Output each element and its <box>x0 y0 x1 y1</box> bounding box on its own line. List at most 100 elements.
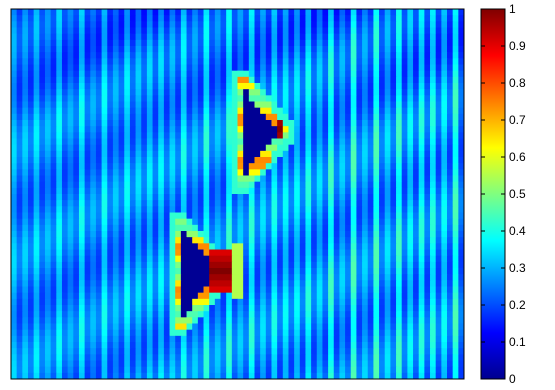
heatmap-cell <box>413 157 420 164</box>
heatmap-cell <box>84 52 91 59</box>
heatmap-cell <box>152 95 159 102</box>
heatmap-cell <box>413 64 420 72</box>
heatmap-cell <box>11 52 18 59</box>
heatmap-cell <box>373 150 380 158</box>
heatmap-cell <box>152 286 159 294</box>
heatmap-cell <box>135 274 142 281</box>
heatmap-cell <box>254 157 261 164</box>
heatmap-cell <box>299 360 306 368</box>
heatmap-cell <box>277 113 284 121</box>
heatmap-cell <box>424 237 431 244</box>
heatmap-cell <box>226 181 233 189</box>
heatmap-cell <box>299 280 306 287</box>
heatmap-cell <box>192 144 199 152</box>
heatmap-cell <box>322 150 329 158</box>
heatmap-cell <box>101 126 108 133</box>
heatmap-cell <box>339 138 346 146</box>
heatmap-cell <box>254 107 261 115</box>
heatmap-cell <box>186 126 193 133</box>
heatmap-cell <box>152 175 159 183</box>
heatmap-cell <box>226 268 233 275</box>
heatmap-cell <box>413 175 420 183</box>
heatmap-cell <box>424 194 431 201</box>
heatmap-cell <box>209 187 216 195</box>
heatmap-cell <box>226 261 233 269</box>
heatmap-cell <box>288 157 295 164</box>
heatmap-cell <box>163 311 170 318</box>
heatmap-cell <box>192 120 199 127</box>
heatmap-cell <box>124 342 131 349</box>
heatmap-cell <box>311 231 318 238</box>
heatmap-cell <box>379 292 386 300</box>
heatmap-cell <box>254 354 261 361</box>
heatmap-cell <box>384 52 391 59</box>
heatmap-cell <box>299 298 306 306</box>
heatmap-cell <box>254 21 261 28</box>
heatmap-cell <box>362 335 369 343</box>
colorbar-tick-label: 0.6 <box>509 150 526 164</box>
heatmap-cell <box>237 243 244 250</box>
heatmap-cell <box>305 89 312 96</box>
heatmap-cell <box>316 354 323 361</box>
heatmap-cell <box>390 83 397 90</box>
heatmap-cell <box>95 52 102 59</box>
heatmap-cell <box>135 372 142 380</box>
heatmap-cell <box>401 83 408 90</box>
heatmap-cell <box>288 126 295 133</box>
heatmap-cell <box>333 150 340 158</box>
heatmap-cell <box>305 9 312 16</box>
heatmap-cell <box>197 15 204 22</box>
heatmap-cell <box>16 52 23 59</box>
heatmap-cell <box>333 372 340 380</box>
heatmap-cell <box>367 27 374 35</box>
heatmap-cell <box>322 255 329 263</box>
heatmap-cell <box>277 317 284 324</box>
heatmap-cell <box>339 21 346 28</box>
heatmap-cell <box>67 311 74 318</box>
heatmap-cell <box>141 107 148 115</box>
heatmap-cell <box>237 249 244 257</box>
heatmap-cell <box>129 237 136 244</box>
heatmap-cell <box>50 268 57 275</box>
heatmap-cell <box>435 261 442 269</box>
heatmap-cell <box>186 144 193 152</box>
heatmap-cell <box>294 212 301 220</box>
heatmap-cell <box>107 237 114 244</box>
heatmap-cell <box>435 58 442 65</box>
heatmap-cell <box>129 243 136 250</box>
heatmap-cell <box>112 169 119 176</box>
heatmap-cell <box>384 249 391 257</box>
heatmap-cell <box>141 286 148 294</box>
heatmap-cell <box>33 274 40 281</box>
heatmap-cell <box>367 224 374 232</box>
heatmap-cell <box>288 175 295 183</box>
heatmap-cell <box>452 83 459 90</box>
heatmap-cell <box>158 27 165 35</box>
heatmap-cell <box>146 64 153 72</box>
heatmap-cell <box>350 95 357 102</box>
heatmap-cell <box>39 33 46 41</box>
heatmap-cell <box>146 70 153 78</box>
heatmap-cell <box>39 237 46 244</box>
heatmap-cell <box>107 268 114 275</box>
heatmap-cell <box>141 329 148 337</box>
heatmap-cell <box>282 83 289 90</box>
heatmap-cell <box>458 194 465 201</box>
heatmap-cell <box>299 212 306 220</box>
heatmap-cell <box>135 21 142 28</box>
heatmap-cell <box>305 200 312 207</box>
heatmap-cell <box>254 372 261 380</box>
heatmap-cell <box>379 200 386 207</box>
heatmap-cell <box>27 274 35 281</box>
heatmap-cell <box>175 101 182 109</box>
heatmap-cell <box>452 212 459 220</box>
heatmap-cell <box>158 305 165 312</box>
heatmap-cell <box>413 181 420 189</box>
heatmap-cell <box>50 348 57 355</box>
heatmap-cell <box>458 101 465 109</box>
heatmap-cell <box>447 150 454 158</box>
heatmap-cell <box>56 372 63 380</box>
heatmap-cell <box>435 243 442 250</box>
heatmap-cell <box>226 120 233 127</box>
heatmap-cell <box>192 46 199 53</box>
